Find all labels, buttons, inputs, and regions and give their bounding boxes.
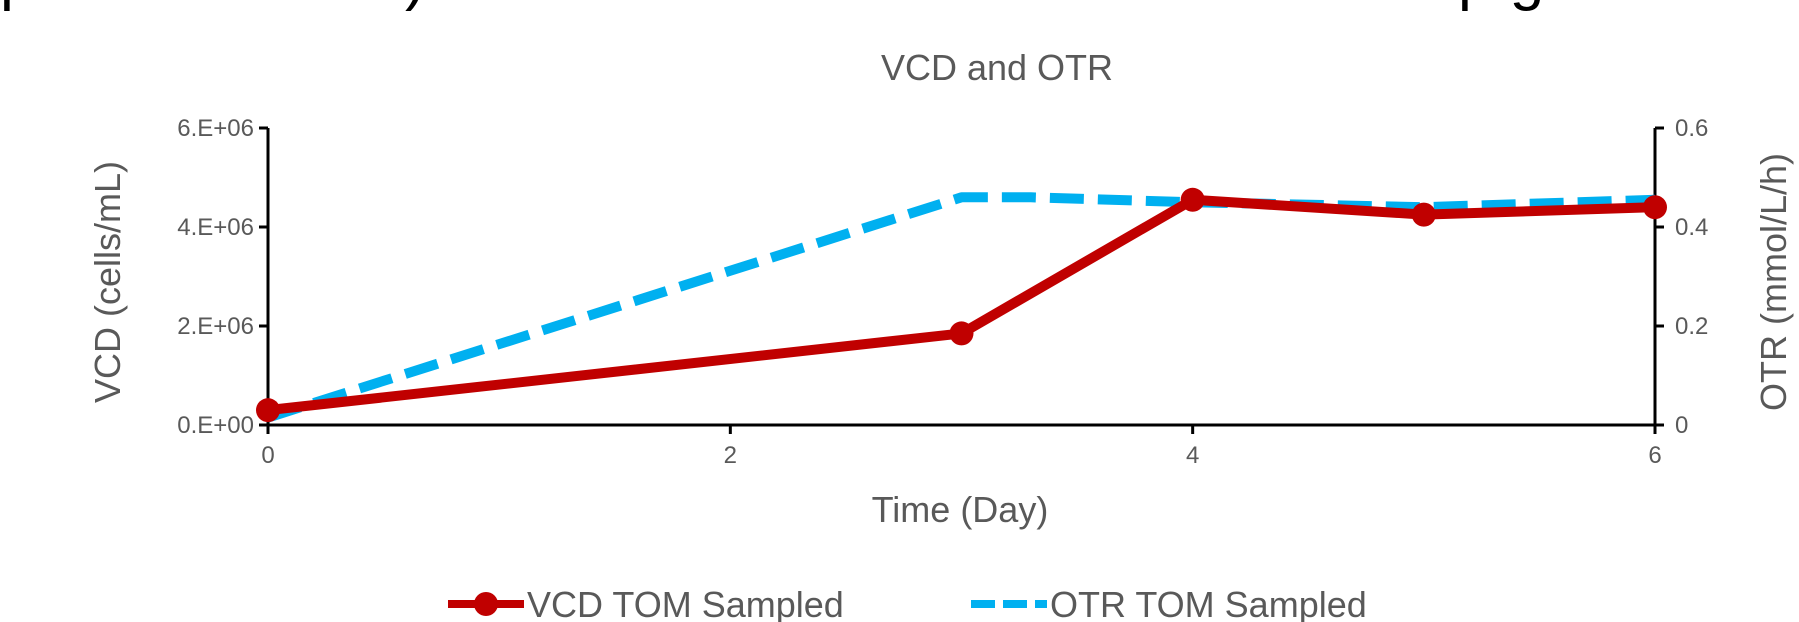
x-axis-title: Time (Day): [872, 489, 1049, 530]
x-tick-label: 2: [724, 442, 737, 469]
legend-item-otr: OTR TOM Sampled: [971, 584, 1367, 622]
y-axis-title: VCD (cells/mL): [87, 161, 128, 403]
legend-otr-label: OTR TOM Sampled: [1050, 584, 1367, 622]
vcd-data-point: [256, 398, 280, 423]
y2-tick-label: 0: [1675, 412, 1688, 439]
y-tick-label: 6.E+06: [177, 115, 254, 142]
tick-labels: 0.E+00 2.E+06 4.E+06 6.E+06 0 0.2 0.4 0.6 0 2 4 6: [177, 115, 1708, 469]
x-tick-label: 4: [1186, 442, 1199, 469]
vcd-data-point: [1180, 187, 1205, 212]
y2-tick-label: 0.2: [1675, 313, 1708, 340]
x-tick-label: 0: [261, 442, 274, 469]
y2-tick-label: 0.6: [1675, 115, 1708, 142]
vcd-data-point: [949, 321, 974, 346]
y2-tick-label: 0.4: [1675, 214, 1708, 241]
legend-vcd-label: VCD TOM Sampled: [527, 584, 844, 622]
legend-item-vcd: VCD TOM Sampled: [448, 584, 844, 622]
header-fragment-mid: ): [405, 0, 426, 12]
y-tick-label: 4.E+06: [177, 214, 254, 241]
legend-vcd-swatch-marker: [474, 592, 498, 616]
chart-title: VCD and OTR: [881, 47, 1113, 88]
x-tick-label: 6: [1648, 442, 1661, 469]
y-tick-label: 2.E+06: [177, 313, 254, 340]
y2-axis-title: OTR (mmol/L/h): [1753, 153, 1794, 411]
axes: [259, 126, 1664, 434]
series-layer: [256, 187, 1667, 423]
header-fragment-left: p: [0, 0, 34, 12]
vcd-data-point: [1643, 195, 1667, 220]
vcd-series-line: [267, 194, 1656, 416]
vcd-data-point: [1411, 202, 1436, 227]
header-fragment-right: p g: [1458, 0, 1544, 12]
legend: VCD TOM Sampled OTR TOM Sampled: [448, 584, 1367, 622]
y-tick-label: 0.E+00: [177, 412, 254, 439]
otr-series-line: [266, 192, 1656, 423]
